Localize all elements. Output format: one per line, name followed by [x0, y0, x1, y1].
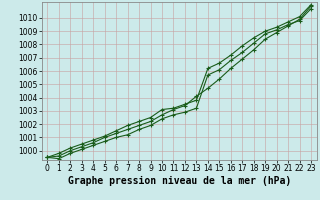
X-axis label: Graphe pression niveau de la mer (hPa): Graphe pression niveau de la mer (hPa) — [68, 176, 291, 186]
